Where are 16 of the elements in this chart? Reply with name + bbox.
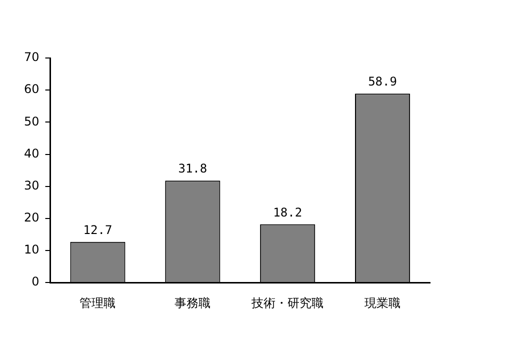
x-tick-label: 現業職 (364, 296, 401, 310)
x-tick-label: 管理職 (80, 296, 116, 310)
data-label: 12.7 (83, 222, 112, 237)
y-tick-label: 60 (24, 82, 40, 96)
y-tick-label: 40 (24, 146, 40, 160)
x-tick-label: 技術・研究職 (250, 296, 324, 310)
y-tick-label: 10 (24, 242, 40, 257)
data-label: 31.8 (178, 162, 208, 176)
y-tick-label: 20 (24, 210, 40, 225)
data-label: 58.9 (368, 74, 397, 89)
x-tick-label: 事務職 (174, 296, 211, 310)
data-label: 18.2 (273, 205, 302, 220)
y-tick-label: 30 (24, 178, 40, 192)
y-tick-label: 50 (24, 114, 40, 128)
y-tick-label: 70 (24, 50, 40, 64)
y-tick-label: 0 (32, 274, 40, 289)
